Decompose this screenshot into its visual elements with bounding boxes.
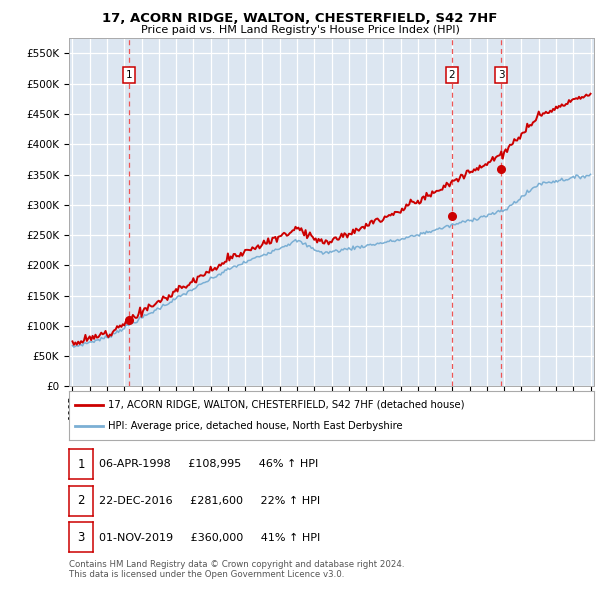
Text: 1: 1 [77,458,85,471]
Text: 2: 2 [77,494,85,507]
Text: 22-DEC-2016     £281,600     22% ↑ HPI: 22-DEC-2016 £281,600 22% ↑ HPI [99,496,320,506]
Text: Price paid vs. HM Land Registry's House Price Index (HPI): Price paid vs. HM Land Registry's House … [140,25,460,35]
Text: 3: 3 [498,70,505,80]
Text: Contains HM Land Registry data © Crown copyright and database right 2024.
This d: Contains HM Land Registry data © Crown c… [69,560,404,579]
Text: 3: 3 [77,531,85,544]
Text: 01-NOV-2019     £360,000     41% ↑ HPI: 01-NOV-2019 £360,000 41% ↑ HPI [99,533,320,543]
Text: HPI: Average price, detached house, North East Derbyshire: HPI: Average price, detached house, Nort… [109,421,403,431]
Text: 06-APR-1998     £108,995     46% ↑ HPI: 06-APR-1998 £108,995 46% ↑ HPI [99,460,318,470]
Text: 2: 2 [449,70,455,80]
Text: 17, ACORN RIDGE, WALTON, CHESTERFIELD, S42 7HF: 17, ACORN RIDGE, WALTON, CHESTERFIELD, S… [103,12,497,25]
Text: 17, ACORN RIDGE, WALTON, CHESTERFIELD, S42 7HF (detached house): 17, ACORN RIDGE, WALTON, CHESTERFIELD, S… [109,399,465,409]
Text: 1: 1 [125,70,132,80]
